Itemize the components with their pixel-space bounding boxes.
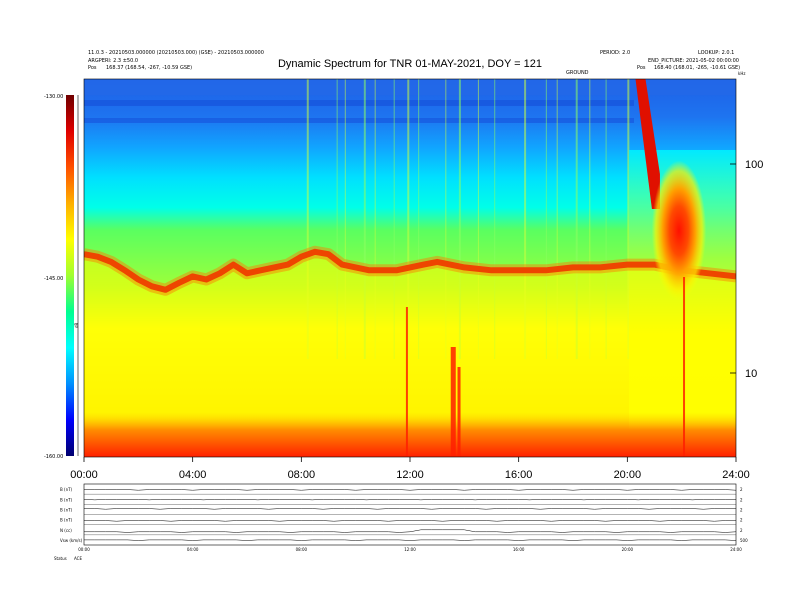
plasma-line-glow <box>84 245 736 296</box>
type-iii-burst <box>635 79 660 209</box>
interference-line <box>393 79 395 359</box>
panel-label: B (nT) <box>60 507 73 512</box>
interference-line <box>363 79 366 359</box>
interference-line <box>605 79 607 359</box>
panel-footer-left: Status <box>54 556 67 561</box>
spectrogram-top-dark-band <box>84 79 736 95</box>
radio-emission-patch <box>651 160 707 301</box>
plasma-line-fill <box>84 251 736 457</box>
header-left-line2: ARGPERI: 2.3 ±50.0 <box>88 58 139 64</box>
header-right-pos-value: 168.40 (168.01, -265, -10.61 GSE) <box>654 65 741 71</box>
interference-line <box>374 79 376 359</box>
panel-series-line <box>83 499 736 501</box>
interference-line <box>575 79 578 359</box>
interference-line <box>545 79 547 359</box>
panel-label: B (nT) <box>60 497 73 502</box>
freq-unit-label: kHz <box>738 71 745 76</box>
freq-tick-label-10: 10 <box>745 368 757 380</box>
colorbar-label: dB <box>74 322 79 328</box>
panel-right-tick: 2 <box>740 487 743 492</box>
interference-line <box>336 79 338 359</box>
interference-line <box>407 79 410 359</box>
header-left-pos-value: 168.37 (168.54, -267, -10.59 GSE) <box>106 65 193 71</box>
panel-right-tick: 2 <box>740 518 743 523</box>
colorbar-tick-mid: -145.00 <box>44 276 63 282</box>
time-tick-label: 00:00 <box>70 469 98 481</box>
header-right-pos-label: Pos <box>637 65 646 71</box>
panel-series-line <box>84 489 737 491</box>
time-tick-label: 24:00 <box>722 469 750 481</box>
panel-time-label: 24:00 <box>730 547 742 552</box>
interference-line <box>589 79 591 359</box>
panel-label: N (cc) <box>60 528 72 533</box>
panel-series-line <box>84 539 737 541</box>
interference-line <box>344 79 346 359</box>
panel-time-label: 08:00 <box>296 547 308 552</box>
interference-line <box>458 79 461 359</box>
header-left-line1: 11.0.3 - 20210503.000000 (20210503.000) … <box>88 50 264 56</box>
panel-time-label: 04:00 <box>187 547 199 552</box>
page-title: Dynamic Spectrum for TNR 01-MAY-2021, DO… <box>277 58 542 70</box>
time-tick-label: 20:00 <box>614 469 642 481</box>
red-spike <box>450 347 456 457</box>
time-axis: 00:00 04:00 08:00 12:00 16:00 20:00 24:00 <box>70 457 750 481</box>
panel-time-label: 20:00 <box>622 547 634 552</box>
time-tick-label: 12:00 <box>396 469 424 481</box>
header-right-end: END_PICTURE: 2021-05-02 00:00:00 <box>648 58 739 64</box>
red-spike <box>683 277 686 457</box>
spectrogram-blue-band-2 <box>84 118 634 123</box>
interference-line <box>306 79 309 359</box>
panel-time-label: 00:00 <box>78 547 90 552</box>
colorbar-tick-bottom: -160.00 <box>44 454 63 460</box>
interference-line <box>477 79 479 359</box>
low-frequency-red-band <box>84 412 736 457</box>
panel-label: Vsw (km/s) <box>60 538 83 543</box>
time-tick-label: 08:00 <box>288 469 316 481</box>
header-left-pos-label: Pos <box>88 65 97 71</box>
panel-label: B (nT) <box>60 518 73 523</box>
panel-right-tick: 500 <box>740 538 748 543</box>
interference-line <box>494 79 496 359</box>
interference-line <box>445 79 447 359</box>
panel-series-line <box>84 508 736 510</box>
panel-right-tick: 2 <box>740 528 743 533</box>
timeseries-panels: B (nT) 2 B (nT) 2 B (nT) 2 B (nT) 2 N (cc) 2 Vsw (… <box>54 483 748 561</box>
header-mid-label: GROUND <box>566 70 589 76</box>
red-spike <box>405 307 408 457</box>
panel-label: B (nT) <box>60 487 73 492</box>
panel-time-label: 16:00 <box>513 547 525 552</box>
panel-series-line <box>84 520 736 522</box>
time-tick-label: 04:00 <box>179 469 207 481</box>
spectrogram-blue-band-1 <box>84 100 634 106</box>
panel-right-tick: 2 <box>740 507 743 512</box>
panel-time-label: 12:00 <box>404 547 416 552</box>
vertical-interference-lines <box>306 79 630 359</box>
red-spikes <box>405 277 686 457</box>
panel-footer-right: ACE <box>74 556 82 561</box>
panel-right-tick: 2 <box>740 497 743 502</box>
interference-line <box>556 79 558 359</box>
panel-series-line <box>84 529 737 533</box>
interference-line <box>627 79 630 359</box>
colorbar-tick-top: -130.00 <box>44 94 63 100</box>
red-spike <box>457 367 461 457</box>
header-right-period: PERIOD: 2.0 <box>600 50 631 56</box>
header-right-lookup: LOOKUP: 2.0.1 <box>698 50 735 56</box>
time-tick-label: 16:00 <box>505 469 533 481</box>
colorbar <box>66 95 74 456</box>
interference-line <box>524 79 527 359</box>
freq-tick-label-100: 100 <box>745 159 763 171</box>
spectrogram <box>84 79 736 457</box>
plasma-line <box>84 248 736 293</box>
interference-line <box>418 79 420 359</box>
